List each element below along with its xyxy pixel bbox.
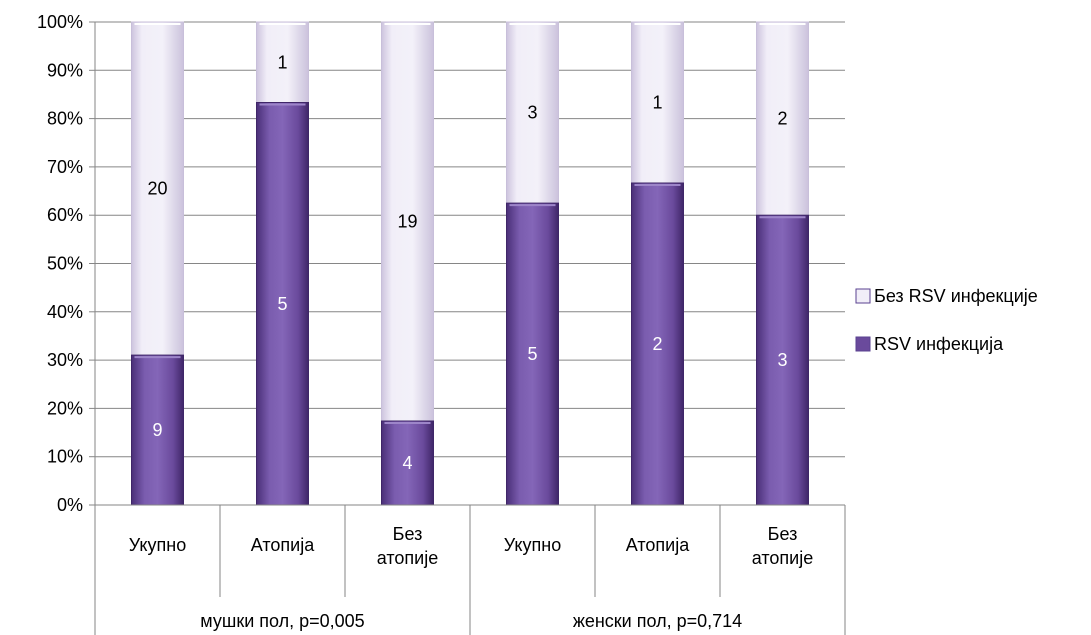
y-tick-label: 10% [47,447,83,467]
data-label-without-rsv: 20 [147,179,167,199]
y-tick-label: 60% [47,205,83,225]
data-label-without-rsv: 1 [652,93,662,113]
bar-segment-rsv [381,420,434,506]
legend-entry: RSV инфекција [874,334,1004,354]
gridlines [95,21,845,458]
bar-segment-without-rsv [381,21,434,422]
bar-segment-rsv [131,354,184,506]
data-label-without-rsv: 2 [777,109,787,129]
x-tick-label: Атопија [251,535,315,555]
data-label-without-rsv: 1 [277,52,287,72]
x-tick-label: атопије [752,548,813,568]
y-tick-label: 40% [47,302,83,322]
group-label: мушки пол, p=0,005 [200,611,364,631]
legend: Без RSV инфекције RSV инфекција [855,286,1038,354]
y-tick-label: 50% [47,254,83,274]
x-tick-label: Атопија [626,535,690,555]
legend-swatch [855,336,871,352]
data-label-rsv: 2 [652,334,662,354]
y-tick-label: 30% [47,350,83,370]
y-tick-label: 90% [47,60,83,80]
x-tick-label: Без [768,524,798,544]
y-tick-label: 70% [47,157,83,177]
x-tick-label: Укупно [129,535,186,555]
x-tick-label: атопије [377,548,438,568]
bar-segment-without-rsv [131,21,184,356]
y-tick-label: 100% [37,12,83,32]
legend-entry: Без RSV инфекције [874,286,1038,306]
data-label-rsv: 4 [402,453,412,473]
bar-segment-without-rsv [256,21,309,103]
data-label-rsv: 3 [777,350,787,370]
bars: 9 20 5 1 4 19 5 3 2 1 3 2 [131,21,809,506]
bar-segment-rsv [256,102,309,506]
data-label-rsv: 5 [277,294,287,314]
bar-segment-without-rsv [756,21,809,216]
bar-segment-rsv [631,182,684,506]
data-label-without-rsv: 3 [527,103,537,123]
bar-segment-without-rsv [506,21,559,204]
bar-segment-rsv [756,214,809,506]
bar-segment-without-rsv [631,21,684,184]
legend-swatch [855,288,871,304]
axes: 0% 10% 20% 30% 40% 50% 60% 70% 80% 90% 100% Укупно А… [37,12,846,635]
bar-segment-rsv [506,202,559,506]
x-tick-label: Без [393,524,423,544]
data-label-without-rsv: 19 [397,212,417,232]
y-tick-label: 0% [57,495,83,515]
x-tick-label: Укупно [504,535,561,555]
y-tick-label: 80% [47,109,83,129]
group-label: женски пол, p=0,714 [573,611,742,631]
data-label-rsv: 9 [152,420,162,440]
y-tick-label: 20% [47,398,83,418]
data-label-rsv: 5 [527,344,537,364]
